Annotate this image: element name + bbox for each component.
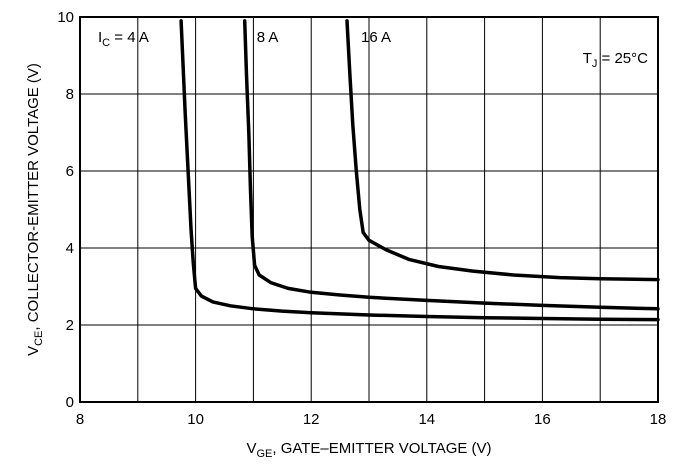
x-tick-label: 12 xyxy=(303,411,320,428)
y-tick-label: 6 xyxy=(66,163,74,180)
series-label-16a: 16 A xyxy=(361,29,391,46)
y-tick-label: 8 xyxy=(66,86,74,103)
temperature-annotation: TJ = 25°C xyxy=(583,50,648,70)
y-tick-label: 0 xyxy=(66,394,74,411)
x-tick-labels: 8 10 12 14 16 18 xyxy=(76,411,667,428)
x-tick-label: 10 xyxy=(187,411,204,428)
x-axis-title: VGE, GATE–EMITTER VOLTAGE (V) xyxy=(246,440,491,460)
x-tick-label: 14 xyxy=(418,411,435,428)
grid xyxy=(79,16,659,403)
plot-frame xyxy=(79,16,659,403)
x-tick-label: 18 xyxy=(650,411,667,428)
series-label-4a: IC = 4 A xyxy=(98,29,149,49)
series-label-8a: 8 A xyxy=(257,29,279,46)
y-tick-label: 10 xyxy=(57,9,74,26)
y-axis-title: VCE, COLLECTOR-EMITTER VOLTAGE (V) xyxy=(25,63,45,356)
x-tick-label: 16 xyxy=(534,411,551,428)
series-line-1 xyxy=(242,19,660,311)
y-tick-label: 2 xyxy=(66,317,74,334)
x-tick-label: 8 xyxy=(76,411,84,428)
series-line-0 xyxy=(179,19,660,322)
y-tick-labels: 0 2 4 6 8 10 xyxy=(57,9,74,411)
series-line-2 xyxy=(345,19,660,282)
curves xyxy=(179,19,660,322)
y-tick-label: 4 xyxy=(66,240,74,257)
